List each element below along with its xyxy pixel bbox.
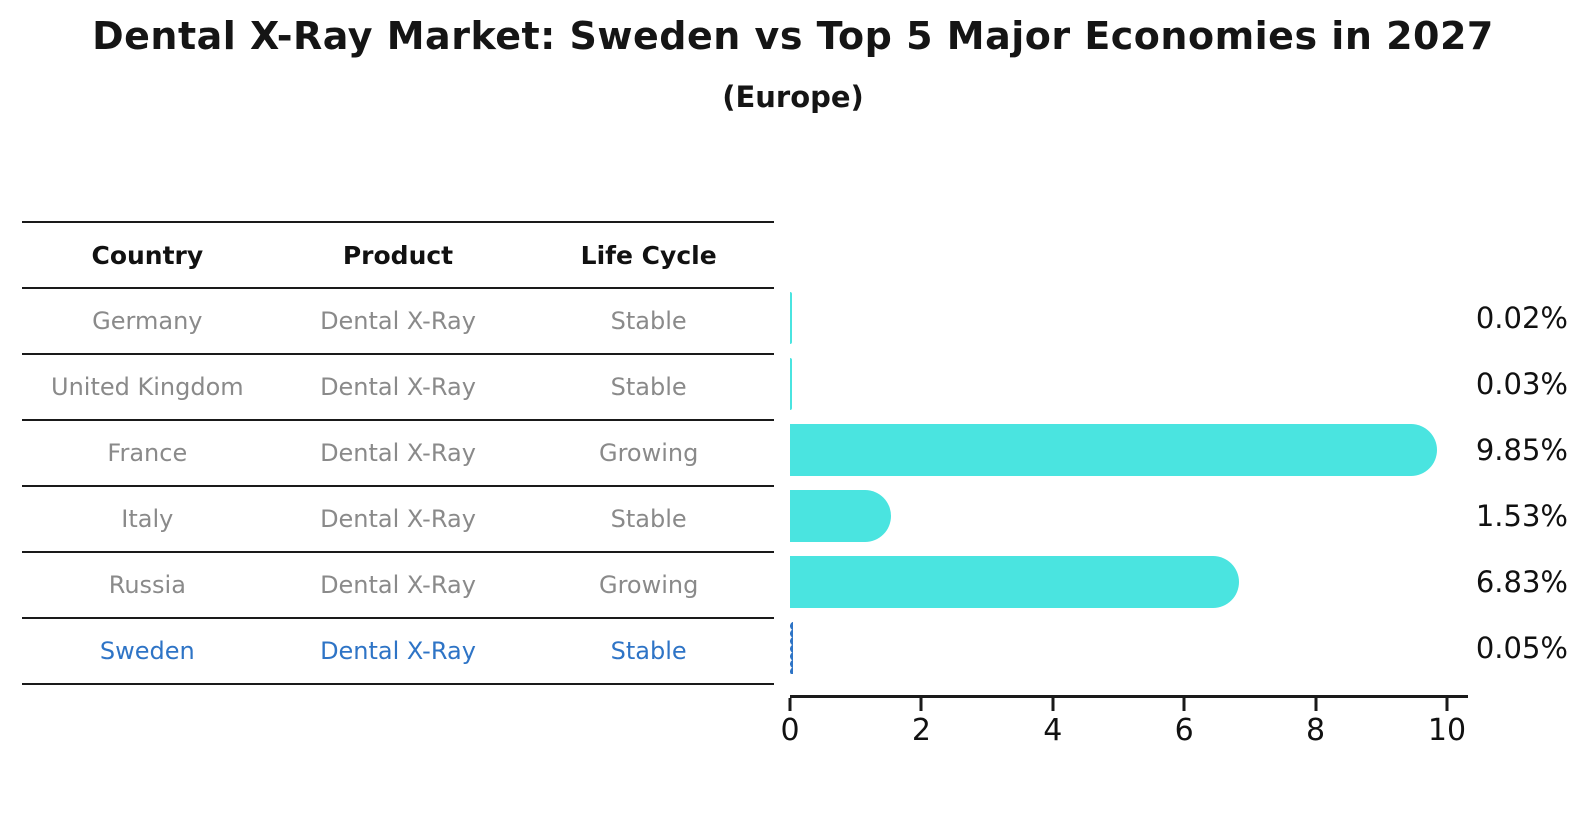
x-axis-tick (919, 698, 923, 711)
bar-united-kingdom (790, 358, 792, 410)
country-cell: Russia (108, 571, 186, 599)
column-header-life-cycle: Life Cycle (580, 240, 717, 270)
x-axis-tick (1314, 698, 1318, 711)
bar-germany (790, 292, 792, 344)
x-tick-label: 0 (780, 713, 800, 748)
product-cell: Dental X-Ray (320, 505, 476, 533)
life-cycle-cell: Stable (610, 505, 687, 533)
x-tick-label: 10 (1427, 713, 1467, 748)
life-cycle-cell: Stable (610, 307, 687, 335)
column-header-country: Country (91, 240, 204, 270)
life-cycle-cell: Growing (598, 439, 699, 467)
table-row: Italy Dental X-Ray Stable (22, 487, 774, 553)
x-axis: 0 2 4 6 8 10 (780, 695, 1468, 748)
country-cell: United Kingdom (51, 373, 244, 401)
value-label-united-kingdom: 0.03% (1475, 367, 1568, 401)
country-cell: Germany (92, 307, 203, 335)
life-cycle-cell: Stable (610, 637, 687, 665)
product-cell: Dental X-Ray (320, 571, 476, 599)
table-row-sweden-highlighted: Sweden Dental X-Ray Stable (22, 619, 774, 685)
table-row: France Dental X-Ray Growing (22, 421, 774, 487)
value-label-russia: 6.83% (1475, 565, 1568, 599)
bar-sweden-highlighted (790, 622, 794, 674)
value-label-france: 9.85% (1475, 433, 1568, 467)
table-row: Germany Dental X-Ray Stable (22, 289, 774, 355)
x-axis-tick (1445, 698, 1449, 711)
product-cell: Dental X-Ray (320, 307, 476, 335)
life-cycle-cell: Stable (610, 373, 687, 401)
table-header-row: Country Product Life Cycle (22, 223, 774, 289)
product-cell: Dental X-Ray (320, 373, 476, 401)
chart-subtitle: (Europe) (722, 80, 864, 114)
country-cell: Sweden (99, 637, 195, 665)
value-label-germany: 0.02% (1475, 301, 1568, 335)
value-label-sweden: 0.05% (1475, 631, 1568, 665)
column-header-product: Product (342, 240, 454, 270)
chart-title: Dental X-Ray Market: Sweden vs Top 5 Maj… (92, 14, 1494, 58)
x-tick-label: 2 (911, 713, 931, 748)
bar-france (790, 424, 1438, 476)
x-tick-label: 8 (1306, 713, 1326, 748)
table-row: United Kingdom Dental X-Ray Stable (22, 355, 774, 421)
country-cell: Italy (121, 505, 174, 533)
country-cell: France (107, 439, 188, 467)
x-tick-label: 4 (1043, 713, 1063, 748)
country-table: Country Product Life Cycle Germany Denta… (22, 221, 774, 685)
x-axis-tick (788, 698, 792, 711)
x-tick-label: 6 (1174, 713, 1194, 748)
life-cycle-cell: Growing (598, 571, 699, 599)
value-label-italy: 1.53% (1475, 499, 1568, 533)
x-axis-tick (1182, 698, 1186, 711)
product-cell: Dental X-Ray (320, 637, 476, 665)
bar-italy (790, 490, 891, 542)
x-axis-tick (1051, 698, 1055, 711)
product-cell: Dental X-Ray (320, 439, 476, 467)
bar-russia (790, 556, 1239, 608)
table-row: Russia Dental X-Ray Growing (22, 553, 774, 619)
